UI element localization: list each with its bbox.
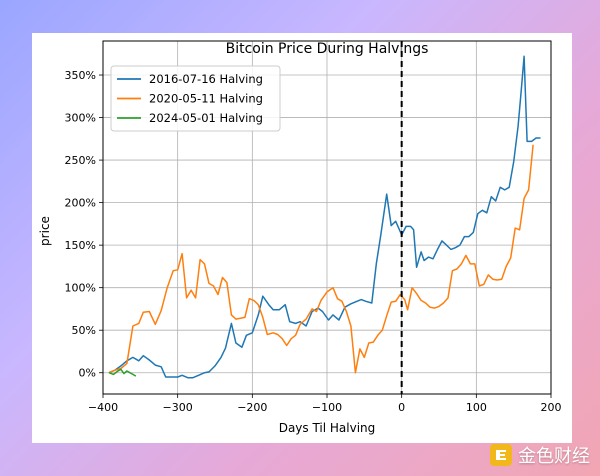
y-tick-label: 50% [72,324,96,337]
x-tick-label: −400 [88,401,118,414]
y-tick-label: 250% [65,154,96,167]
y-tick-label: 150% [65,239,96,252]
x-tick-label: 200 [541,401,562,414]
x-axis-label: Days Til Halving [279,421,376,435]
y-axis-label: price [38,216,52,246]
legend: 2016-07-16 Halving 2020-05-11 Halving 2024… [110,65,281,132]
chart-card: Bitcoin Price During Halvings −400 −300 −2… [32,33,572,443]
x-tick-label: −200 [237,401,267,414]
gold-coin-logo-icon [490,444,512,466]
grid [102,41,552,394]
series-line-1 [108,144,534,374]
series-line-0 [108,55,541,379]
x-tick-label: 100 [466,401,487,414]
watermark-text: 金色财经 [518,446,590,467]
y-tick-label: 350% [65,69,96,82]
x-tick-label: −300 [163,401,193,414]
y-tick-label: 0% [79,367,96,380]
axis-ticks: −400 −300 −200 −100 0 100 200 0% 50% 100% 150% 200%… [65,69,562,414]
x-tick-label: 0 [398,401,405,414]
y-tick-label: 300% [65,112,96,125]
legend-label: 2024-05-01 Halving [149,111,263,125]
series-lines [108,41,541,394]
chart: Bitcoin Price During Halvings −400 −300 −2… [38,40,562,435]
y-tick-label: 100% [65,282,96,295]
legend-label: 2016-07-16 Halving [149,72,263,86]
x-tick-label: −100 [312,401,342,414]
plot-frame [102,40,552,395]
y-tick-label: 200% [65,197,96,210]
watermark: 金色财经 [490,442,590,468]
legend-box [110,65,281,132]
legend-label: 2020-05-11 Halving [149,92,263,106]
series-line-2 [108,368,137,377]
